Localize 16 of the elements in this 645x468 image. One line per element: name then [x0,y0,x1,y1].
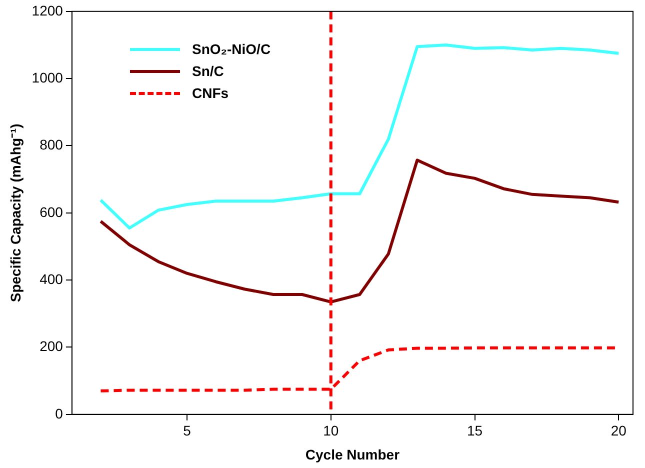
y-tick-label: 800 [40,136,64,153]
y-axis-title: Specific Capacity (mAhg⁻¹) [7,124,24,302]
x-tick-label: 20 [610,422,627,439]
y-tick-label: 400 [40,270,64,287]
y-tick-label: 600 [40,204,64,220]
legend-label: CNFs [192,85,229,101]
y-tick-label: 0 [55,405,64,422]
legend-label: SnO₂-NiO/C [192,41,271,57]
x-axis-title: Cycle Number [305,446,400,462]
y-tick-label: 1200 [32,2,64,18]
x-tick-label: 10 [323,422,339,439]
legend-label: Sn/C [192,63,224,79]
x-tick-label: 15 [466,422,483,439]
y-tick-label: 1000 [32,69,64,86]
y-tick-label: 200 [40,338,64,354]
x-tick-label: 5 [183,422,192,439]
